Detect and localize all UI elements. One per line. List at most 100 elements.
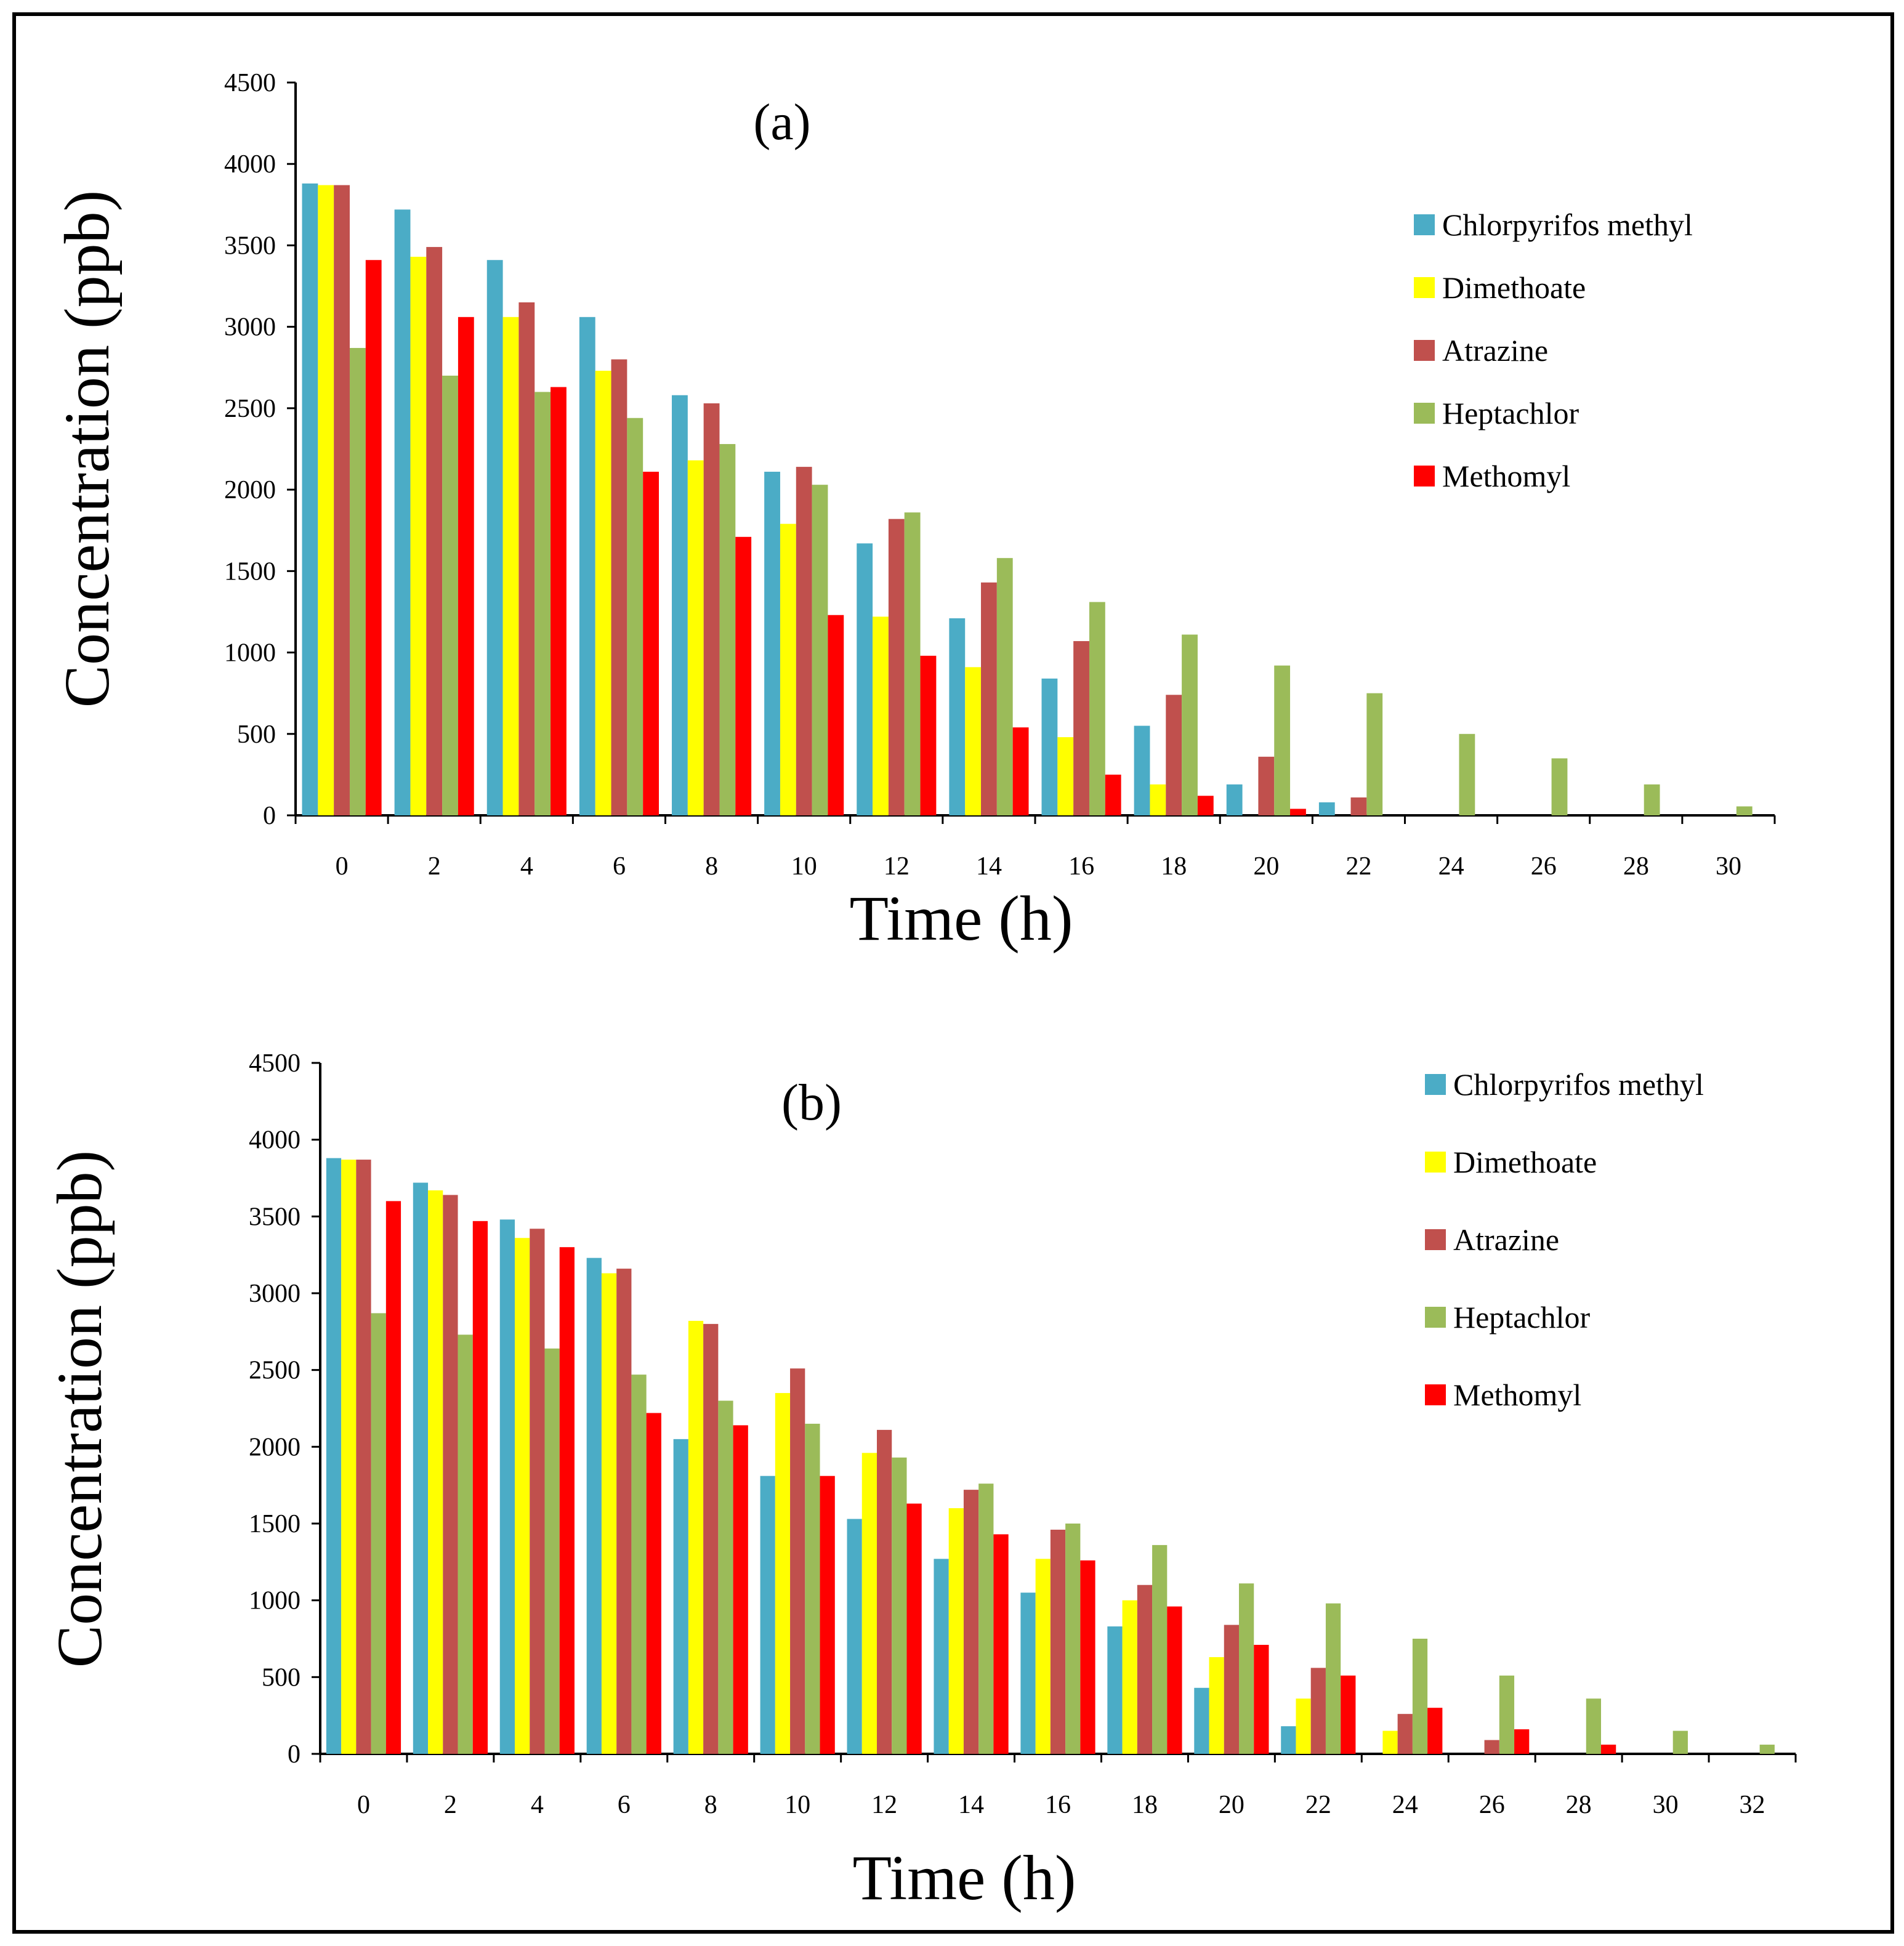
bar — [1065, 1524, 1081, 1754]
bar — [820, 1476, 835, 1754]
y-tick-label: 1500 — [249, 1510, 301, 1538]
bar — [861, 1453, 877, 1754]
bar — [530, 1229, 545, 1754]
x-tick-label: 18 — [1161, 852, 1187, 881]
bar — [764, 472, 780, 815]
y-tick-label: 0 — [288, 1740, 301, 1769]
bar — [688, 1320, 704, 1754]
legend-swatch — [1414, 214, 1435, 235]
x-tick-label: 24 — [1438, 852, 1464, 881]
bar — [302, 183, 318, 815]
legend: Chlorpyrifos methyl Dimethoate Atrazine Hep… — [1425, 1067, 1704, 1412]
bar — [876, 1429, 892, 1754]
bar — [499, 1219, 515, 1754]
bar — [1382, 1730, 1398, 1754]
x-tick-label: 14 — [958, 1791, 984, 1819]
y-tick-label: 0 — [263, 802, 276, 830]
x-tick-label: 24 — [1392, 1791, 1418, 1819]
x-tick-label: 32 — [1740, 1791, 1765, 1819]
legend: Chlorpyrifos methyl Dimethoate Atrazine Hep… — [1414, 208, 1693, 493]
bar — [719, 444, 736, 815]
x-tick-label: 2 — [428, 852, 441, 881]
bar — [1258, 756, 1275, 815]
bar — [687, 460, 704, 815]
bar — [1080, 1560, 1095, 1754]
bar — [1296, 1698, 1311, 1754]
x-tick-label: 22 — [1345, 852, 1371, 881]
x-tick-label: 2 — [444, 1791, 457, 1819]
bar — [981, 582, 997, 815]
bar — [544, 1348, 560, 1754]
bar — [1073, 641, 1089, 815]
bar — [780, 523, 796, 815]
legend-swatch — [1414, 466, 1435, 486]
bar — [611, 359, 627, 815]
bar — [534, 392, 551, 815]
bar — [502, 317, 519, 815]
bar — [458, 317, 474, 815]
x-tick-label: 12 — [871, 1791, 897, 1819]
y-tick-label: 3000 — [224, 313, 276, 342]
bar — [733, 1425, 748, 1754]
x-tick-label: 28 — [1623, 852, 1649, 881]
legend-label: Chlorpyrifos methyl — [1442, 208, 1693, 242]
bar — [1105, 774, 1121, 815]
bar — [472, 1221, 488, 1754]
bar — [949, 618, 966, 815]
x-tick-label: 20 — [1219, 1791, 1244, 1819]
bar — [385, 1201, 401, 1754]
bar — [428, 1190, 443, 1754]
bar — [1499, 1675, 1515, 1754]
bar — [904, 512, 921, 815]
bar — [1586, 1698, 1602, 1754]
legend-label: Dimethoate — [1442, 270, 1586, 305]
bar — [1166, 695, 1182, 815]
y-tick-label: 2000 — [249, 1433, 301, 1461]
bar — [993, 1534, 1009, 1754]
bar — [1366, 693, 1383, 815]
bar — [326, 1158, 342, 1754]
x-axis-label: Time (h) — [849, 883, 1073, 954]
bar — [334, 185, 350, 816]
legend-swatch — [1425, 1074, 1446, 1095]
y-tick-label: 3500 — [249, 1203, 301, 1231]
x-tick-label: 30 — [1716, 852, 1741, 881]
y-tick-label: 4000 — [249, 1126, 301, 1155]
bar — [735, 536, 752, 815]
y-tick-label: 1000 — [224, 639, 276, 668]
y-tick-label: 2000 — [224, 476, 276, 504]
x-tick-label: 16 — [1045, 1791, 1071, 1819]
bar — [586, 1258, 602, 1754]
bar — [1310, 1668, 1326, 1754]
bar — [1514, 1729, 1530, 1754]
legend-swatch — [1425, 1384, 1446, 1405]
x-tick-label: 4 — [520, 852, 533, 881]
bar — [1239, 1583, 1254, 1754]
x-tick-label: 28 — [1566, 1791, 1592, 1819]
legend-label: Chlorpyrifos methyl — [1453, 1067, 1704, 1102]
bar — [365, 260, 382, 815]
x-tick-label: 10 — [791, 852, 817, 881]
bar — [1736, 806, 1753, 815]
bar — [1050, 1529, 1066, 1754]
bar — [672, 395, 688, 815]
bar — [1020, 1593, 1036, 1754]
bar — [1325, 1603, 1341, 1754]
bar — [1197, 796, 1214, 815]
bar — [579, 317, 595, 815]
bar — [1601, 1745, 1616, 1754]
legend-label: Atrazine — [1442, 333, 1548, 368]
bar — [1759, 1745, 1775, 1754]
legend-swatch — [1414, 340, 1435, 361]
bar — [1089, 602, 1105, 815]
bar — [805, 1423, 820, 1754]
x-tick-label: 6 — [618, 1791, 631, 1819]
bar — [443, 1195, 458, 1754]
bar — [1281, 1726, 1296, 1754]
legend-label: Methomyl — [1442, 459, 1570, 493]
legend-swatch — [1425, 1307, 1446, 1328]
chart-title: (b) — [781, 1074, 842, 1131]
x-tick-label: 30 — [1653, 1791, 1679, 1819]
bar — [1107, 1626, 1123, 1754]
bar — [1224, 1625, 1240, 1754]
